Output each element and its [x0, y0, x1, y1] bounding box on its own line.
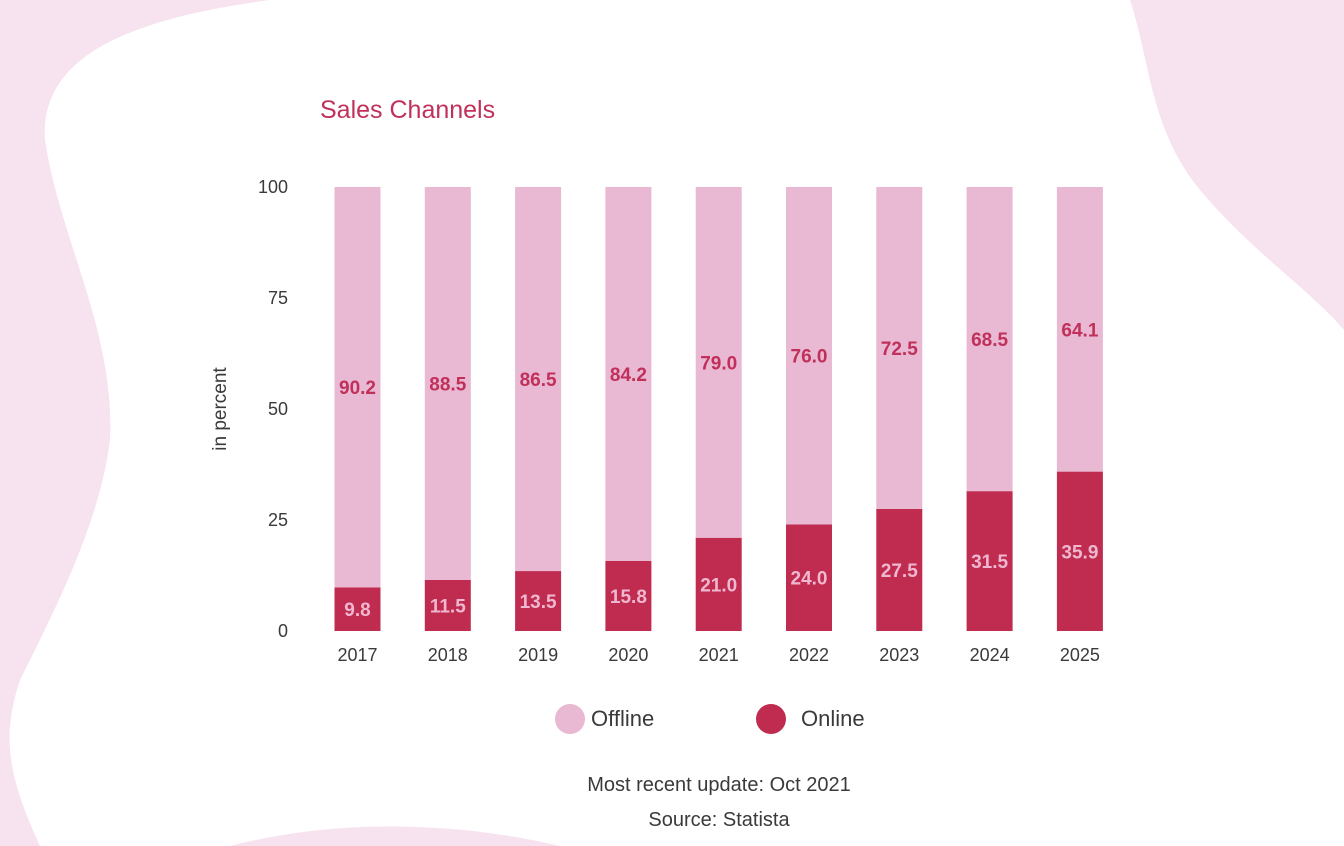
- data-label-offline: 84.2: [610, 365, 647, 386]
- bar-offline-2022: [786, 187, 832, 525]
- data-label-offline: 76.0: [791, 347, 828, 368]
- x-tick-label: 2017: [337, 645, 377, 665]
- x-tick-label: 2020: [608, 645, 648, 665]
- x-tick-label: 2024: [970, 645, 1010, 665]
- data-label-online: 13.5: [520, 592, 557, 613]
- chart-title: Sales Channels: [320, 96, 496, 124]
- bar-online-2022: [786, 524, 832, 631]
- bar-online-2024: [966, 491, 1013, 631]
- legend-label-online: Online: [801, 706, 865, 731]
- bar-online-2021: [695, 537, 742, 631]
- x-tick-label: 2019: [518, 645, 558, 665]
- x-tick-label: 2018: [428, 645, 468, 665]
- y-tick-label: 0: [278, 621, 288, 641]
- x-tick-label: 2022: [789, 645, 829, 665]
- data-label-offline: 64.1: [1061, 320, 1098, 341]
- x-tick-label: 2025: [1060, 645, 1100, 665]
- data-label-online: 24.0: [791, 569, 828, 590]
- y-tick-label: 25: [268, 510, 288, 530]
- data-label-online: 31.5: [971, 552, 1008, 573]
- data-label-offline: 90.2: [339, 378, 376, 399]
- legend-marker-offline: [555, 704, 585, 734]
- y-axis-label: in percent: [210, 367, 231, 451]
- bar-offline-2024: [966, 187, 1013, 492]
- data-label-offline: 72.5: [881, 339, 918, 360]
- data-label-offline: 79.0: [700, 353, 737, 374]
- data-label-offline: 88.5: [429, 374, 466, 395]
- bar-offline-2023: [876, 187, 923, 509]
- y-tick-label: 50: [268, 399, 288, 419]
- footer-source: Source: Statista: [648, 809, 790, 831]
- bar-offline-2019: [515, 187, 562, 572]
- bar-online-2018: [424, 579, 471, 631]
- data-label-online: 11.5: [430, 596, 466, 617]
- data-label-online: 27.5: [881, 561, 918, 582]
- data-label-online: 21.0: [700, 575, 737, 596]
- legend-label-offline: Offline: [591, 706, 654, 731]
- data-label-offline: 86.5: [520, 370, 557, 391]
- legend-marker-online: [756, 704, 786, 734]
- y-tick-label: 100: [258, 177, 288, 197]
- bar-online-2019: [515, 571, 562, 631]
- x-tick-label: 2023: [879, 645, 919, 665]
- bar-offline-2017: [334, 187, 381, 588]
- bar-offline-2018: [424, 187, 471, 580]
- bar-offline-2025: [1056, 187, 1103, 472]
- bar-online-2023: [876, 508, 923, 631]
- bar-offline-2020: [605, 187, 652, 561]
- bar-offline-2021: [695, 187, 742, 538]
- y-tick-label: 75: [268, 288, 288, 308]
- data-label-offline: 68.5: [971, 330, 1008, 351]
- bar-online-2025: [1056, 471, 1103, 631]
- bar-online-2017: [334, 587, 381, 631]
- data-label-online: 9.8: [344, 600, 370, 621]
- footer-update: Most recent update: Oct 2021: [587, 774, 851, 796]
- data-label-online: 15.8: [610, 587, 647, 608]
- data-label-online: 35.9: [1061, 542, 1098, 563]
- x-tick-label: 2021: [699, 645, 739, 665]
- bar-online-2020: [605, 560, 652, 631]
